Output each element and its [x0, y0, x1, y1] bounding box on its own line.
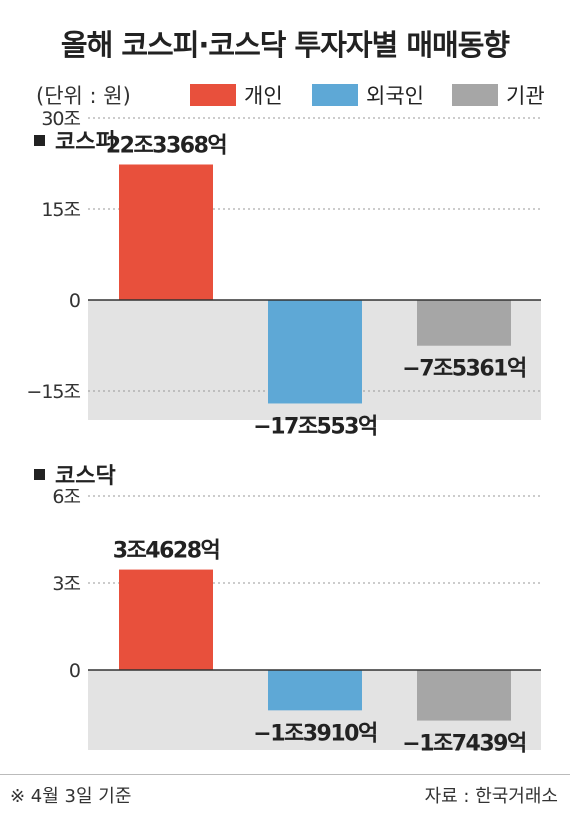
kosdaq-y-tick-label: 3조: [52, 573, 80, 595]
kospi-y-tick-label: −15조: [26, 381, 80, 403]
kosdaq-value-label-foreign: −1조3910억: [253, 721, 376, 746]
chart-title: 올해 코스피·코스닥 투자자별 매매동향: [60, 28, 510, 62]
kosdaq-value-label-institution: −1조7439억: [402, 732, 525, 757]
kosdaq-title-text: 코스닥: [55, 464, 116, 489]
kospi-title-text: 코스피: [55, 130, 116, 155]
legend-label-foreign: 외국인: [366, 84, 424, 108]
kosdaq-y-tick-label: 0: [69, 660, 80, 682]
kosdaq-chart: 6조 3조 0 3조4628억 −1조3910억 −1조7439억: [52, 486, 541, 757]
kospi-panel-title: 코스피: [34, 124, 116, 156]
kospi-title-marker: [34, 134, 45, 146]
kosdaq-bar-individual: [119, 569, 213, 670]
legend-label-individual: 개인: [244, 84, 283, 108]
kospi-y-tick-label: 15조: [41, 199, 80, 221]
kosdaq-value-label-individual: 3조4628억: [113, 539, 220, 564]
legend-swatch-institution: [452, 84, 498, 106]
kosdaq-title-marker: [34, 468, 45, 480]
kospi-value-label-individual: 22조3368억: [106, 133, 226, 158]
source-label: 자료 : 한국거래소: [424, 786, 558, 807]
kospi-value-label-institution: −7조5361억: [402, 357, 525, 382]
legend-label-institution: 기관: [506, 84, 545, 108]
kosdaq-bar-institution: [417, 670, 511, 721]
unit-label: (단위 : 원): [36, 84, 131, 108]
kospi-y-tick-label: 0: [69, 290, 80, 312]
footer-divider: [0, 774, 570, 775]
kosdaq-bar-foreign: [268, 670, 362, 711]
legend-item-foreign: 외국인: [312, 80, 424, 110]
kosdaq-y-tick-label: 6조: [52, 486, 80, 508]
kospi-value-label-foreign: −17조553억: [253, 414, 376, 439]
legend-item-institution: 기관: [452, 80, 545, 110]
legend-swatch-foreign: [312, 84, 358, 106]
kospi-bar-foreign: [268, 300, 362, 404]
kospi-bar-institution: [417, 300, 511, 346]
kospi-chart: 30조 15조 0 −15조 22조3368억 −17조553억 −7조5361억: [26, 108, 541, 439]
footer-note: ※ 4월 3일 기준: [10, 786, 132, 807]
kosdaq-panel-title: 코스닥: [34, 458, 116, 490]
legend-swatch-individual: [190, 84, 236, 106]
kospi-y-tick-label: 30조: [41, 108, 80, 130]
legend-item-individual: 개인: [190, 80, 283, 110]
kospi-bar-individual: [119, 164, 213, 300]
